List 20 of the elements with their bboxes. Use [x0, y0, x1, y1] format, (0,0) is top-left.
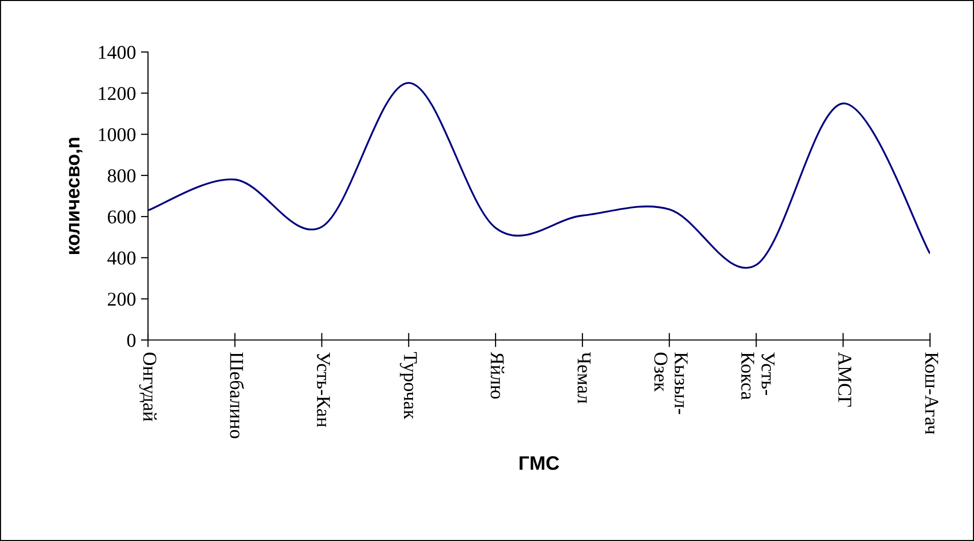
y-tick-label: 400: [107, 252, 136, 265]
x-tick-label: Кош-Агач: [925, 352, 938, 434]
x-tick-label: Чемал: [578, 352, 590, 404]
x-tick-label: АМСГ: [838, 352, 852, 407]
y-axis-title: количесво,n: [68, 138, 82, 254]
x-tick-label: Онгудай: [139, 352, 157, 422]
y-tick-label: 0: [127, 334, 136, 347]
y-tick-label: 200: [108, 292, 136, 306]
y-tick-label: 1400: [99, 46, 136, 59]
y-tick-label: 800: [108, 169, 136, 182]
y-tick-label: 1000: [99, 128, 136, 142]
x-tick-label: Кызыл- Озек: [654, 352, 688, 414]
y-tick-label: 1200: [99, 86, 136, 100]
x-tick-label: Шебалино: [230, 352, 244, 438]
x-tick-label: Яйлю: [490, 352, 504, 399]
y-tick-label: 600: [108, 210, 136, 224]
x-tick-label: Усть-Кан: [316, 352, 330, 427]
x-axis-title: ГМС: [520, 456, 560, 470]
x-tick-label: Усть- Кокса: [741, 352, 774, 400]
x-tick-label: Турочак: [400, 352, 417, 420]
